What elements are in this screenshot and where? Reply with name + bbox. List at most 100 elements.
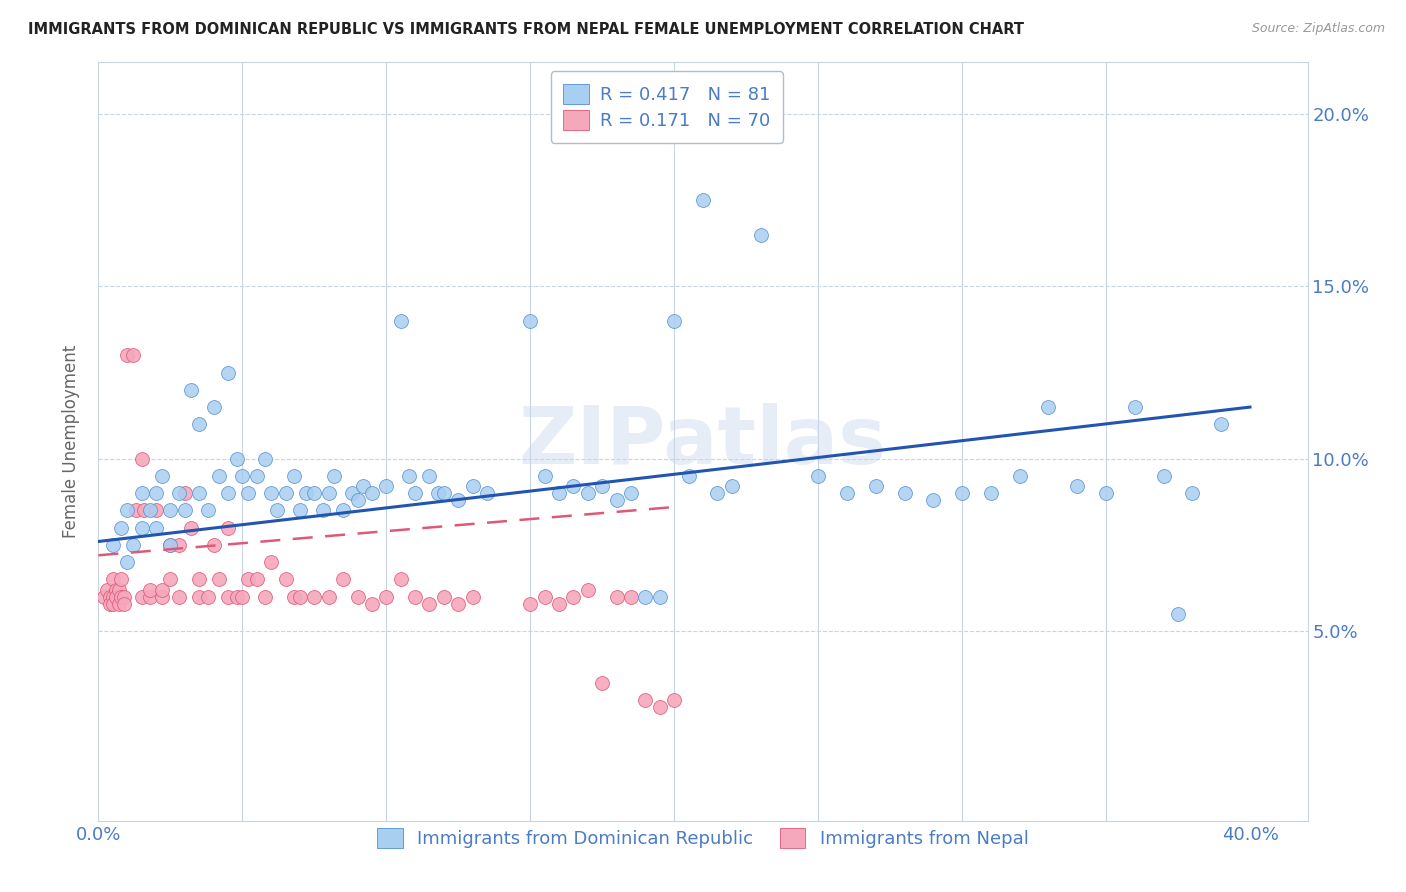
- Point: [519, 597, 541, 611]
- Point: [202, 400, 225, 414]
- Point: [104, 590, 127, 604]
- Point: [346, 493, 368, 508]
- Point: [389, 573, 412, 587]
- Point: [283, 469, 305, 483]
- Point: [150, 590, 173, 604]
- Point: [93, 590, 115, 604]
- Point: [107, 582, 129, 597]
- Point: [398, 469, 420, 483]
- Point: [634, 693, 657, 707]
- Point: [447, 597, 470, 611]
- Point: [101, 538, 124, 552]
- Point: [131, 521, 153, 535]
- Point: [304, 486, 326, 500]
- Point: [260, 486, 283, 500]
- Point: [576, 582, 599, 597]
- Point: [749, 227, 772, 242]
- Point: [332, 573, 354, 587]
- Point: [180, 383, 202, 397]
- Point: [254, 451, 277, 466]
- Point: [318, 590, 340, 604]
- Point: [217, 366, 239, 380]
- Point: [634, 590, 657, 604]
- Point: [188, 573, 211, 587]
- Point: [167, 538, 190, 552]
- Point: [950, 486, 973, 500]
- Point: [145, 521, 167, 535]
- Point: [1038, 400, 1060, 414]
- Point: [125, 503, 148, 517]
- Point: [254, 590, 277, 604]
- Point: [893, 486, 915, 500]
- Point: [159, 538, 181, 552]
- Point: [96, 582, 118, 597]
- Point: [274, 573, 297, 587]
- Point: [217, 521, 239, 535]
- Point: [101, 597, 124, 611]
- Point: [346, 590, 368, 604]
- Point: [461, 479, 484, 493]
- Point: [352, 479, 374, 493]
- Point: [562, 590, 585, 604]
- Point: [678, 469, 700, 483]
- Point: [548, 486, 571, 500]
- Point: [225, 590, 247, 604]
- Point: [188, 590, 211, 604]
- Point: [115, 503, 138, 517]
- Point: [404, 486, 426, 500]
- Point: [447, 493, 470, 508]
- Point: [606, 493, 628, 508]
- Point: [533, 590, 555, 604]
- Point: [807, 469, 830, 483]
- Point: [533, 469, 555, 483]
- Point: [835, 486, 858, 500]
- Point: [606, 590, 628, 604]
- Point: [246, 573, 269, 587]
- Point: [404, 590, 426, 604]
- Point: [361, 597, 384, 611]
- Point: [1066, 479, 1088, 493]
- Point: [304, 590, 326, 604]
- Point: [167, 590, 190, 604]
- Point: [217, 486, 239, 500]
- Legend: Immigrants from Dominican Republic, Immigrants from Nepal: Immigrants from Dominican Republic, Immi…: [364, 815, 1042, 861]
- Point: [865, 479, 887, 493]
- Point: [318, 486, 340, 500]
- Point: [648, 699, 671, 714]
- Point: [323, 469, 346, 483]
- Point: [283, 590, 305, 604]
- Point: [332, 503, 354, 517]
- Point: [294, 486, 316, 500]
- Point: [139, 582, 162, 597]
- Point: [288, 590, 311, 604]
- Point: [188, 417, 211, 432]
- Point: [576, 486, 599, 500]
- Point: [110, 590, 132, 604]
- Point: [134, 503, 156, 517]
- Point: [159, 503, 181, 517]
- Point: [312, 503, 335, 517]
- Point: [115, 555, 138, 569]
- Point: [433, 590, 456, 604]
- Point: [98, 597, 121, 611]
- Point: [131, 486, 153, 500]
- Point: [418, 597, 440, 611]
- Point: [461, 590, 484, 604]
- Point: [173, 503, 195, 517]
- Point: [1123, 400, 1146, 414]
- Point: [101, 573, 124, 587]
- Text: ZIPatlas: ZIPatlas: [519, 402, 887, 481]
- Point: [548, 597, 571, 611]
- Point: [620, 486, 643, 500]
- Point: [217, 590, 239, 604]
- Point: [188, 486, 211, 500]
- Point: [664, 314, 686, 328]
- Point: [208, 469, 231, 483]
- Point: [236, 573, 259, 587]
- Point: [692, 194, 714, 208]
- Point: [648, 590, 671, 604]
- Point: [519, 314, 541, 328]
- Point: [225, 451, 247, 466]
- Text: Source: ZipAtlas.com: Source: ZipAtlas.com: [1251, 22, 1385, 36]
- Point: [591, 675, 613, 690]
